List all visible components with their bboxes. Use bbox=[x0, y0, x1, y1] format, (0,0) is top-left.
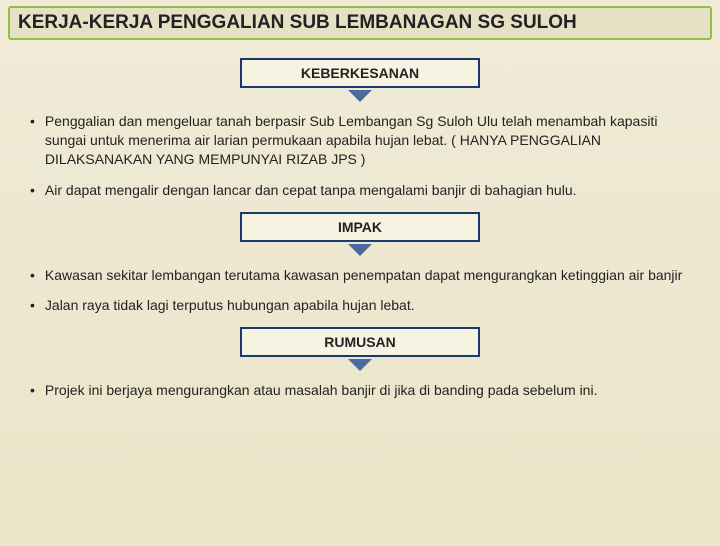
bullet-icon: • bbox=[30, 112, 35, 169]
list-item: • Jalan raya tidak lagi terputus hubunga… bbox=[30, 296, 690, 315]
bullet-text: Projek ini berjaya mengurangkan atau mas… bbox=[45, 381, 598, 400]
list-item: • Air dapat mengalir dengan lancar dan c… bbox=[30, 181, 690, 200]
arrow-icon bbox=[348, 90, 372, 102]
bullet-icon: • bbox=[30, 296, 35, 315]
bullet-icon: • bbox=[30, 266, 35, 285]
bullet-text: Air dapat mengalir dengan lancar dan cep… bbox=[45, 181, 577, 200]
bullet-text: Jalan raya tidak lagi terputus hubungan … bbox=[45, 296, 415, 315]
bullet-text: Penggalian dan mengeluar tanah berpasir … bbox=[45, 112, 690, 169]
bullet-icon: • bbox=[30, 381, 35, 400]
section-keberkesanan-box: KEBERKESANAN bbox=[240, 58, 480, 88]
rumusan-bullets: • Projek ini berjaya mengurangkan atau m… bbox=[30, 381, 690, 400]
section-rumusan-box: RUMUSAN bbox=[240, 327, 480, 357]
list-item: • Kawasan sekitar lembangan terutama kaw… bbox=[30, 266, 690, 285]
list-item: • Penggalian dan mengeluar tanah berpasi… bbox=[30, 112, 690, 169]
keberkesanan-bullets: • Penggalian dan mengeluar tanah berpasi… bbox=[30, 112, 690, 200]
list-item: • Projek ini berjaya mengurangkan atau m… bbox=[30, 381, 690, 400]
arrow-icon bbox=[348, 359, 372, 371]
page-title: KERJA-KERJA PENGGALIAN SUB LEMBANAGAN SG… bbox=[8, 6, 712, 40]
arrow-icon bbox=[348, 244, 372, 256]
section-impak-box: IMPAK bbox=[240, 212, 480, 242]
bullet-icon: • bbox=[30, 181, 35, 200]
impak-bullets: • Kawasan sekitar lembangan terutama kaw… bbox=[30, 266, 690, 316]
bullet-text: Kawasan sekitar lembangan terutama kawas… bbox=[45, 266, 682, 285]
